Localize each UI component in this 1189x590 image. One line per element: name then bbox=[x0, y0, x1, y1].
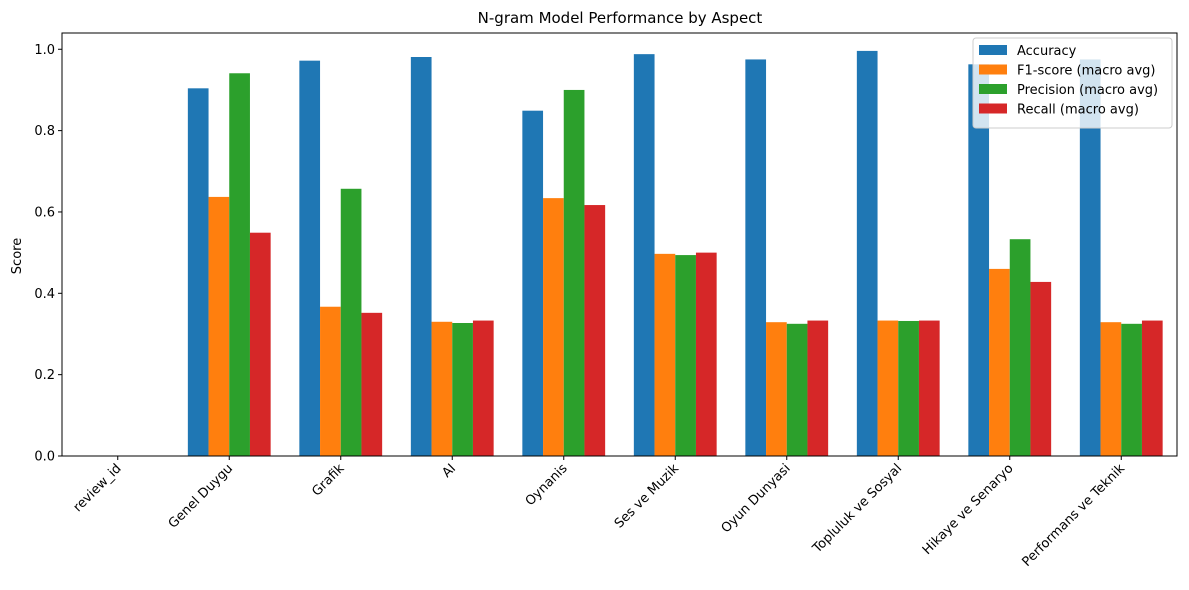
bar-1-6 bbox=[633, 54, 655, 457]
bar-1-8 bbox=[856, 50, 878, 457]
bar-4-7 bbox=[807, 320, 829, 456]
bar-1-4 bbox=[410, 57, 432, 456]
x-tick-label: Oynanis bbox=[523, 461, 571, 509]
bar-1-5 bbox=[522, 110, 544, 456]
x-tick-label: Genel Duygu bbox=[166, 461, 236, 531]
x-tick-label: Topluluk ve Sosyal bbox=[809, 461, 905, 557]
bar-2-6 bbox=[654, 253, 676, 456]
bar-4-5 bbox=[584, 205, 606, 456]
legend-box bbox=[972, 37, 1173, 129]
bar-4-8 bbox=[918, 320, 940, 456]
bar-4-9 bbox=[1030, 281, 1052, 456]
bar-3-4 bbox=[452, 323, 473, 456]
bar-4-6 bbox=[695, 252, 717, 456]
plot-frame bbox=[61, 32, 1178, 457]
bar-2-8 bbox=[877, 320, 899, 456]
x-tick-label: review_id bbox=[71, 461, 125, 515]
x-tick-label: Hikaye ve Senaryo bbox=[920, 461, 1017, 558]
bar-1-10 bbox=[1079, 59, 1101, 456]
y-tick-label: 0.2 bbox=[34, 368, 55, 383]
y-tick-label: 0.0 bbox=[34, 450, 55, 465]
bar-3-9 bbox=[1009, 239, 1031, 456]
y-tick-label: 1.0 bbox=[34, 43, 55, 58]
x-tick-label: Performans ve Teknik bbox=[1019, 461, 1128, 570]
x-tick-label: Oyun Dunyasi bbox=[719, 461, 794, 536]
legend-label-4: Recall (macro avg) bbox=[1017, 103, 1139, 118]
bar-1-9 bbox=[968, 64, 990, 456]
bar-3-2 bbox=[229, 73, 250, 457]
legend-label-3: Precision (macro avg) bbox=[1017, 83, 1158, 98]
bar-4-2 bbox=[249, 232, 271, 456]
legend-swatch-3 bbox=[979, 84, 1007, 94]
bar-2-9 bbox=[989, 268, 1010, 456]
bar-2-10 bbox=[1100, 322, 1122, 456]
y-tick-label: 0.6 bbox=[34, 205, 55, 220]
legend: Accuracy F1-score (macro avg) Precision (m… bbox=[972, 37, 1173, 129]
bar-1-3 bbox=[299, 60, 321, 456]
bar-3-8 bbox=[898, 320, 919, 456]
bar-2-4 bbox=[431, 321, 453, 456]
bar-2-5 bbox=[543, 198, 564, 456]
legend-label-2: F1-score (macro avg) bbox=[1017, 64, 1155, 79]
x-tick-label: Ses ve Muzik bbox=[612, 461, 683, 532]
y-tick-label: 0.8 bbox=[34, 124, 55, 139]
bar-1-7 bbox=[745, 59, 767, 456]
bars-layer bbox=[187, 50, 1163, 457]
y-axis-title: Score bbox=[10, 238, 25, 274]
bar-4-3 bbox=[361, 312, 383, 456]
bar-3-5 bbox=[563, 89, 585, 456]
bar-3-7 bbox=[786, 323, 808, 456]
bar-2-7 bbox=[766, 322, 787, 456]
y-tick-label: 0.4 bbox=[34, 287, 55, 302]
bar-1-2 bbox=[187, 88, 209, 456]
bar-3-3 bbox=[340, 188, 362, 456]
bar-2-2 bbox=[208, 196, 230, 456]
bar-4-4 bbox=[472, 320, 494, 456]
bar-3-10 bbox=[1121, 323, 1142, 456]
legend-swatch-2 bbox=[979, 64, 1007, 75]
chart-title: N-gram Model Performance by Aspect bbox=[478, 9, 763, 27]
bar-2-3 bbox=[320, 306, 341, 456]
legend-swatch-1 bbox=[979, 45, 1007, 55]
x-tick-label: AI bbox=[439, 461, 459, 481]
bar-4-10 bbox=[1141, 320, 1163, 456]
bar-3-6 bbox=[675, 255, 696, 456]
legend-label-1: Accuracy bbox=[1017, 44, 1077, 59]
legend-swatch-4 bbox=[979, 103, 1007, 114]
x-tick-label: Grafik bbox=[309, 461, 348, 500]
